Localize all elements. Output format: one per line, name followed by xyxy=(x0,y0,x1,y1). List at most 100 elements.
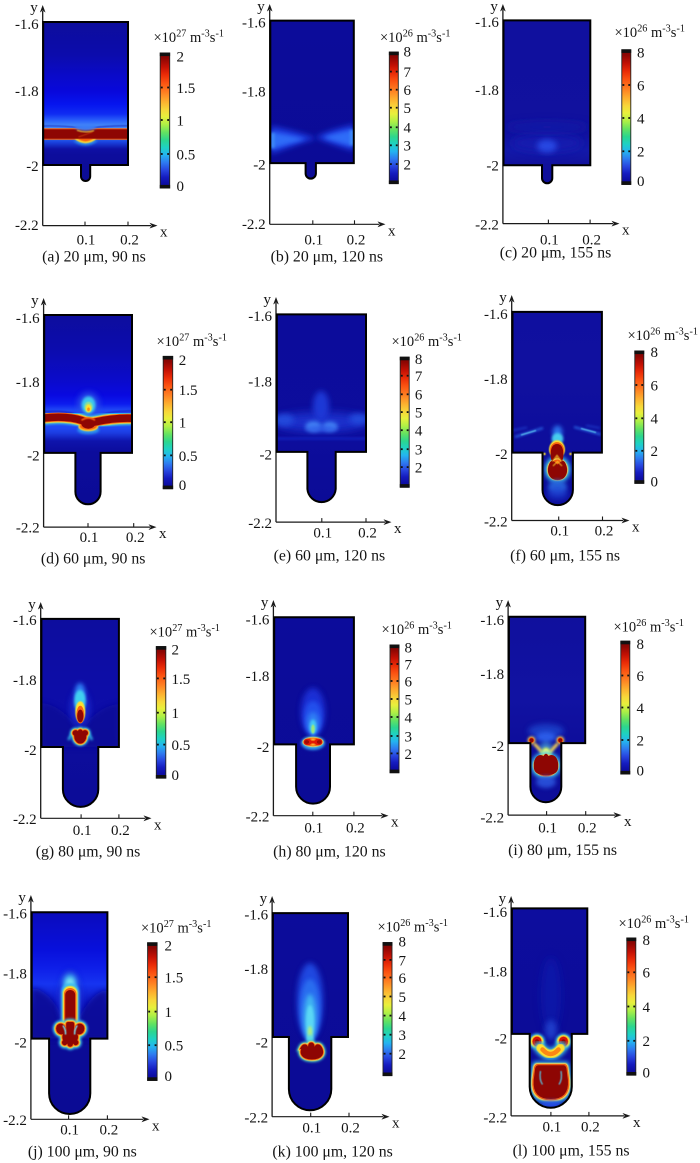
svg-text:0.2: 0.2 xyxy=(582,233,601,249)
svg-text:4: 4 xyxy=(405,710,413,726)
svg-text:-1.8: -1.8 xyxy=(16,375,40,391)
svg-text:-2: -2 xyxy=(27,449,40,465)
svg-text:0.1: 0.1 xyxy=(550,524,569,540)
svg-text:8: 8 xyxy=(404,45,412,61)
svg-text:×1027 m-3s-1: ×1027 m-3s-1 xyxy=(141,919,211,937)
svg-text:7: 7 xyxy=(404,65,412,81)
svg-text:6: 6 xyxy=(643,966,651,982)
svg-text:x: x xyxy=(159,526,167,542)
svg-text:8: 8 xyxy=(643,933,651,949)
svg-text:1: 1 xyxy=(177,113,185,129)
svg-text:-1.8: -1.8 xyxy=(483,965,507,981)
svg-text:-1.6: -1.6 xyxy=(246,612,270,628)
svg-text:-1.6: -1.6 xyxy=(483,905,507,921)
svg-text:(i) 80 μm, 155 ns: (i) 80 μm, 155 ns xyxy=(508,842,617,859)
svg-text:4: 4 xyxy=(637,701,645,717)
svg-text:2: 2 xyxy=(637,145,645,161)
svg-text:-2.2: -2.2 xyxy=(246,810,270,826)
svg-text:(h) 80 μm, 120 ns: (h) 80 μm, 120 ns xyxy=(273,844,385,861)
svg-text:1.5: 1.5 xyxy=(165,971,184,987)
svg-text:-1.6: -1.6 xyxy=(480,613,504,629)
svg-text:0.5: 0.5 xyxy=(179,449,198,465)
svg-text:0.1: 0.1 xyxy=(304,821,323,837)
svg-text:0.2: 0.2 xyxy=(581,1120,600,1136)
svg-text:3: 3 xyxy=(399,1028,407,1044)
svg-text:-2: -2 xyxy=(492,739,505,755)
svg-text:7: 7 xyxy=(405,657,413,673)
svg-text:6: 6 xyxy=(651,378,659,394)
svg-text:0.1: 0.1 xyxy=(543,1120,562,1136)
svg-text:(g) 80 μm, 90 ns: (g) 80 μm, 90 ns xyxy=(36,844,141,861)
svg-text:3: 3 xyxy=(415,443,423,459)
svg-text:0: 0 xyxy=(179,478,187,494)
svg-text:-1.6: -1.6 xyxy=(15,17,39,33)
svg-text:x: x xyxy=(392,1116,400,1132)
svg-text:-1.6: -1.6 xyxy=(484,307,508,323)
svg-text:-2.2: -2.2 xyxy=(480,810,504,826)
svg-text:-2.2: -2.2 xyxy=(483,1110,507,1126)
svg-text:-1.8: -1.8 xyxy=(242,85,266,101)
svg-text:-2: -2 xyxy=(256,1035,269,1051)
svg-text:-1.6: -1.6 xyxy=(16,311,40,327)
svg-text:-1.8: -1.8 xyxy=(244,962,268,978)
svg-text:-2: -2 xyxy=(257,740,270,756)
svg-text:-2: -2 xyxy=(24,743,37,759)
svg-text:-2: -2 xyxy=(495,447,508,463)
svg-text:(k) 100 μm, 120 ns: (k) 100 μm, 120 ns xyxy=(272,1144,392,1161)
svg-text:5: 5 xyxy=(399,990,407,1006)
svg-text:7: 7 xyxy=(415,369,423,385)
svg-text:8: 8 xyxy=(637,46,645,62)
svg-text:0.2: 0.2 xyxy=(111,823,130,839)
svg-text:-1.8: -1.8 xyxy=(246,669,270,685)
svg-text:1.5: 1.5 xyxy=(172,672,191,688)
svg-text:0.2: 0.2 xyxy=(578,821,597,837)
svg-text:8: 8 xyxy=(405,640,413,656)
svg-text:×1027 m-3s-1: ×1027 m-3s-1 xyxy=(150,623,220,641)
svg-text:6: 6 xyxy=(405,674,413,690)
svg-text:2: 2 xyxy=(404,158,412,174)
svg-text:5: 5 xyxy=(405,692,413,708)
svg-text:6: 6 xyxy=(415,388,423,404)
svg-text:2: 2 xyxy=(651,444,659,460)
svg-text:(l) 100 μm, 155 ns: (l) 100 μm, 155 ns xyxy=(513,1143,630,1160)
svg-text:y: y xyxy=(490,0,498,15)
svg-text:0.2: 0.2 xyxy=(595,524,614,540)
svg-text:0.1: 0.1 xyxy=(73,823,92,839)
svg-text:×1026 m-3s-1: ×1026 m-3s-1 xyxy=(382,621,452,639)
svg-text:-2.2: -2.2 xyxy=(244,1111,268,1127)
svg-text:5: 5 xyxy=(404,101,412,117)
svg-text:(e) 60 μm, 120 ns: (e) 60 μm, 120 ns xyxy=(274,548,386,565)
svg-text:-1.8: -1.8 xyxy=(248,375,272,391)
svg-text:2: 2 xyxy=(415,461,423,477)
svg-text:-2.2: -2.2 xyxy=(248,516,272,532)
svg-text:0: 0 xyxy=(177,179,185,195)
svg-text:5: 5 xyxy=(415,406,423,422)
svg-text:y: y xyxy=(499,290,507,306)
svg-text:-2: -2 xyxy=(26,159,39,175)
svg-text:×1026 m-3s-1: ×1026 m-3s-1 xyxy=(615,24,685,42)
svg-text:(b) 20 μm, 120 ns: (b) 20 μm, 120 ns xyxy=(271,249,383,266)
svg-text:y: y xyxy=(18,890,26,906)
svg-text:0.1: 0.1 xyxy=(60,1123,79,1139)
svg-text:-2: -2 xyxy=(253,158,266,174)
svg-text:0.2: 0.2 xyxy=(341,1121,360,1137)
svg-text:-1.6: -1.6 xyxy=(248,309,272,325)
svg-text:×1026 m-3s-1: ×1026 m-3s-1 xyxy=(619,915,689,933)
svg-text:0.2: 0.2 xyxy=(347,233,366,249)
svg-text:3: 3 xyxy=(404,139,412,155)
svg-text:0.1: 0.1 xyxy=(304,233,323,249)
svg-text:0.1: 0.1 xyxy=(540,233,559,249)
svg-text:0: 0 xyxy=(165,1069,173,1085)
svg-text:4: 4 xyxy=(651,412,659,428)
svg-text:-1.6: -1.6 xyxy=(242,15,266,31)
svg-text:y: y xyxy=(28,597,36,613)
svg-text:0: 0 xyxy=(637,763,645,779)
svg-text:2: 2 xyxy=(399,1047,407,1063)
svg-text:0.2: 0.2 xyxy=(120,233,139,249)
svg-text:-1.8: -1.8 xyxy=(15,84,39,100)
svg-text:-1.8: -1.8 xyxy=(13,673,37,689)
svg-text:x: x xyxy=(160,225,168,241)
svg-text:x: x xyxy=(152,1118,160,1134)
svg-text:0.1: 0.1 xyxy=(302,1121,321,1137)
svg-text:-2.2: -2.2 xyxy=(3,1113,27,1129)
